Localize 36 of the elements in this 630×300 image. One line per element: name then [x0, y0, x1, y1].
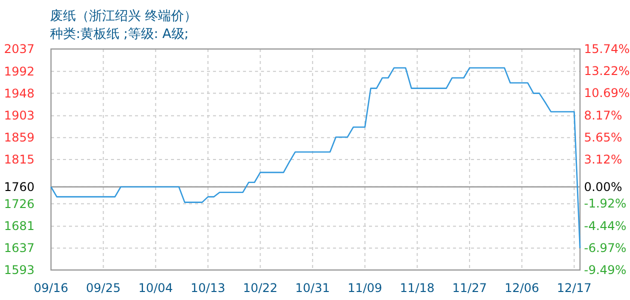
y2-tick-label: 8.17%: [584, 108, 622, 122]
line-series: [50, 67, 581, 249]
x-tick-label: 11/27: [452, 281, 487, 295]
y2-tick-label: 3.12%: [584, 152, 622, 167]
y-tick-label: 1726: [4, 196, 35, 211]
y-tick-label: 1948: [4, 86, 35, 100]
chart-subtitle: 种类:黄板纸 ;等级: A级;: [50, 27, 189, 42]
x-tick-label: 10/31: [295, 281, 330, 295]
y-tick-label: 1815: [4, 152, 35, 166]
x-tick-label: 09/25: [86, 281, 121, 295]
y2-tick-label: 15.74%: [584, 42, 630, 56]
y2-tick-label: 10.69%: [584, 86, 630, 100]
y2-tick-label: -9.49%: [584, 263, 626, 277]
y-tick-label: 1681: [4, 219, 35, 234]
x-tick-label: 09/16: [34, 281, 68, 295]
x-tick-label: 11/18: [400, 281, 435, 295]
y-tick-label: 1859: [4, 130, 35, 145]
chart-title: 废纸（浙江绍兴 终端价）: [50, 9, 198, 24]
x-tick-label: 10/22: [242, 281, 278, 295]
x-tick-label: 12/06: [504, 281, 540, 295]
y2-tick-label: 13.22%: [584, 64, 630, 78]
x-tick-label: 10/04: [138, 281, 173, 295]
y2-tick-label: -6.97%: [584, 240, 626, 255]
y2-tick-label: 5.65%: [584, 130, 622, 144]
y2-tick-label: -4.44%: [584, 218, 626, 233]
y-tick-label: 1903: [4, 108, 35, 123]
x-tick-label: 11/09: [348, 281, 382, 295]
y-tick-label: 1637: [4, 241, 35, 256]
y-tick-label: 1593: [4, 263, 35, 277]
y2-tick-label: 0.00%: [584, 180, 622, 194]
y-tick-label: 2037: [4, 42, 35, 56]
x-tick-label: 10/13: [190, 281, 226, 295]
y-tick-label: 1760: [4, 180, 35, 194]
x-tick-label: 12/17: [556, 281, 592, 295]
y-tick-label: 1992: [4, 64, 35, 78]
y2-tick-label: -1.92%: [584, 196, 626, 211]
